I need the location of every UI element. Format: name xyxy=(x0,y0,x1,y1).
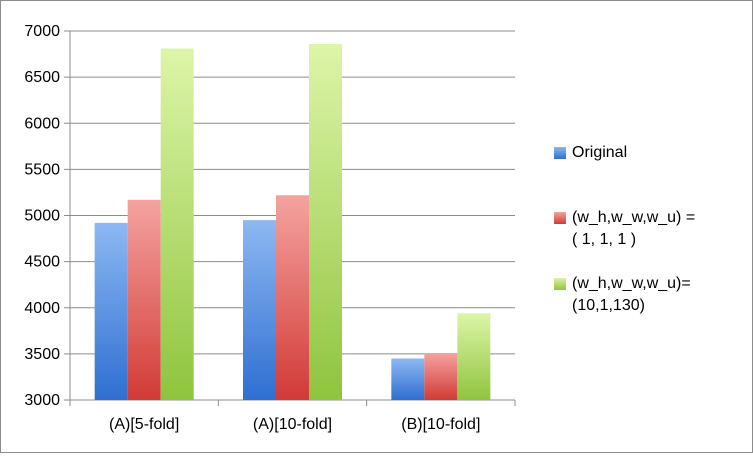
y-tick-label: 7000 xyxy=(24,23,60,40)
tick-labels: 3000 3500 4000 4500 5000 5500 6000 6500 7000 (A)[… xyxy=(24,23,480,433)
legend-label-line: (10,1,130) xyxy=(572,297,645,314)
y-tick-label: 5000 xyxy=(24,208,60,225)
legend-swatch xyxy=(554,147,566,159)
legend-label: (w_h,w_w,w_u) = ( 1, 1, 1 ) xyxy=(572,207,747,251)
bar-2-2 xyxy=(276,195,309,400)
y-tick-label: 6000 xyxy=(24,115,60,132)
legend-label-line: Original xyxy=(572,144,628,161)
legend-label-line: (w_h,w_w,w_u)= xyxy=(572,275,691,292)
bar-3-2 xyxy=(309,43,342,400)
bar-2-1 xyxy=(127,199,161,400)
bar-3-3 xyxy=(457,313,491,400)
legend-swatch xyxy=(554,278,566,290)
bars xyxy=(94,43,491,401)
legend-label-line: (w_h,w_w,w_u) = xyxy=(572,209,696,226)
y-tick-label: 3500 xyxy=(24,346,60,363)
bar-1-1 xyxy=(94,222,128,400)
legend-label: Original xyxy=(572,142,747,164)
y-tick-label: 3000 xyxy=(24,392,60,409)
y-tick-label: 6500 xyxy=(24,69,60,86)
legend-swatch xyxy=(554,212,566,224)
x-tick-label: (A)[5-fold] xyxy=(109,416,179,433)
x-tick-label: (A)[10-fold] xyxy=(253,416,332,433)
bar-1-3 xyxy=(391,358,425,400)
legend-label-line: ( 1, 1, 1 ) xyxy=(572,231,637,248)
legend-label: (w_h,w_w,w_u)= (10,1,130) xyxy=(572,273,747,317)
bar-2-3 xyxy=(424,352,458,400)
x-tick-label: (B)[10-fold] xyxy=(401,416,480,433)
y-tick-label: 4500 xyxy=(24,254,60,271)
y-tick-label: 4000 xyxy=(24,300,60,317)
bar-1-2 xyxy=(243,220,276,400)
bar-3-1 xyxy=(160,48,194,401)
y-tick-label: 5500 xyxy=(24,161,60,178)
